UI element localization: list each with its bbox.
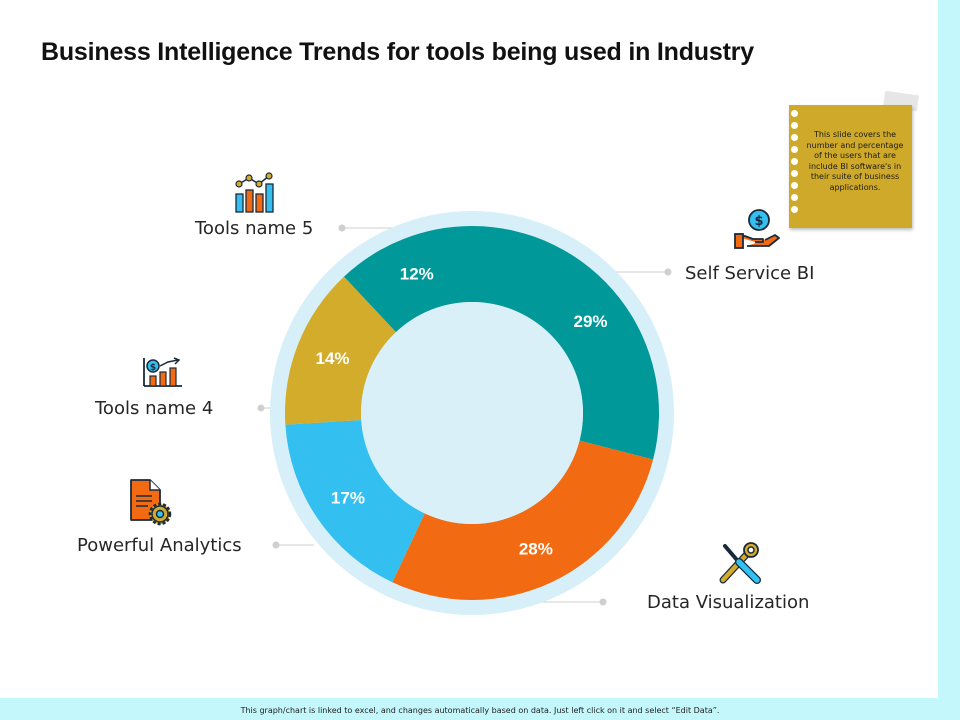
slide-title: Business Intelligence Trends for tools b… — [41, 38, 754, 66]
data-label-powerful-analytics: 17% — [331, 488, 365, 507]
donut-slice-tools-name-5 — [343, 226, 472, 333]
footer-bar — [0, 698, 960, 720]
data-label-tools-name-5: 12% — [400, 265, 434, 284]
data-labels: 29% 28% 17% 14% 12% — [316, 265, 608, 559]
footer-note: This graph/chart is linked to excel, and… — [240, 706, 720, 715]
leader-dot — [257, 404, 265, 412]
donut-center — [361, 302, 583, 524]
right-accent-strip — [938, 0, 960, 720]
leader-dot — [272, 541, 280, 549]
donut-slices — [284, 226, 659, 600]
svg-text:$: $ — [754, 214, 763, 229]
leader-dot — [664, 268, 672, 276]
dollar-hand-icon: $ — [734, 209, 780, 249]
data-label-tools-name-4: 14% — [316, 349, 350, 368]
document-gear-icon — [130, 479, 172, 526]
category-label-tools-name-5: Tools name 5 — [195, 218, 314, 239]
category-label-tools-name-4: Tools name 4 — [95, 398, 214, 419]
leader-dot — [599, 598, 607, 606]
data-label-data-visualization: 28% — [519, 540, 553, 559]
leader-dot — [338, 224, 346, 232]
category-label-powerful-analytics: Powerful Analytics — [77, 535, 242, 556]
category-label-data-visualization: Data Visualization — [647, 592, 810, 613]
data-label-self-service-bi: 29% — [574, 312, 608, 331]
note-text: This slide covers the number and percent… — [806, 130, 904, 192]
donut-slice-data-visualization — [392, 440, 654, 600]
svg-text:$: $ — [150, 363, 156, 373]
category-label-self-service-bi: Self Service BI — [685, 263, 815, 284]
leader-lines — [257, 224, 672, 606]
donut-slice-powerful-analytics — [285, 419, 425, 583]
note-binding-holes — [791, 110, 799, 218]
donut-slice-tools-name-4 — [284, 276, 397, 425]
sticky-note: This slide covers the number and percent… — [789, 105, 912, 228]
dollar-bar-chart-icon: $ — [143, 357, 182, 387]
donut-slice-self-service-bi — [472, 226, 659, 460]
trend-bar-chart-icon — [235, 172, 274, 213]
wrench-screwdriver-icon — [719, 542, 761, 584]
